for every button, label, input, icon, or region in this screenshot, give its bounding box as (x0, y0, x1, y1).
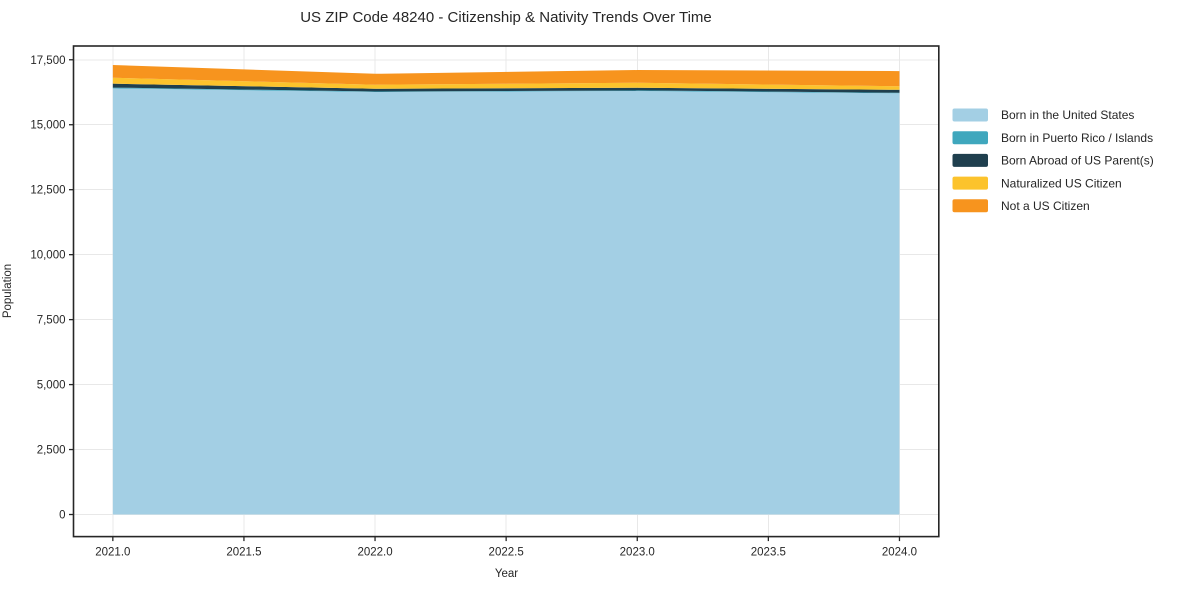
x-tick-label-2021.5: 2021.5 (226, 547, 261, 559)
area-born-in-puerto-rico-islands (112, 87, 900, 94)
x-tick-label-2022.0: 2022.0 (357, 547, 392, 559)
legend-label-not-a-us-citizen: Not a US Citizen (1001, 199, 1090, 213)
y-tick-label-10,000: 10,000 (30, 250, 65, 262)
legend-swatch-naturalized-us-citizen (952, 176, 988, 190)
legend-item-not-a-us-citizen: Not a US Citizen (952, 199, 1090, 213)
legend-item-naturalized-us-citizen: Naturalized US Citizen (952, 176, 1122, 190)
area-naturalized-us-citizen (112, 77, 900, 90)
x-tick-label-2023.5: 2023.5 (751, 547, 786, 559)
legend-swatch-born-abroad-of-us-parent-s (952, 153, 988, 167)
x-axis-label: Year (495, 568, 518, 580)
y-tick-label-15,000: 15,000 (30, 120, 65, 132)
y-tick-label-0: 0 (59, 510, 65, 522)
legend-item-born-in-puerto-rico-islands: Born in Puerto Rico / Islands (952, 131, 1153, 145)
y-tick-label-17,500: 17,500 (30, 55, 65, 67)
legend-label-born-in-puerto-rico-islands: Born in Puerto Rico / Islands (1001, 131, 1153, 145)
area-born-in-the-united-states (112, 88, 900, 515)
x-tick-label-2024.0: 2024.0 (882, 547, 917, 559)
legend-label-born-in-the-united-states: Born in the United States (1001, 108, 1134, 122)
y-tick-label-5,000: 5,000 (37, 380, 66, 392)
legend: Born in the United States Born in Puerto … (952, 108, 1154, 213)
legend-item-born-in-the-united-states: Born in the United States (952, 108, 1134, 122)
y-axis-label: Population (2, 264, 14, 318)
area-layer (112, 64, 900, 515)
y-tick-label-2,500: 2,500 (37, 445, 66, 457)
x-tick-label-2023.0: 2023.0 (620, 547, 655, 559)
legend-item-born-abroad-of-us-parent-s: Born Abroad of US Parent(s) (952, 153, 1154, 168)
y-tick-label-7,500: 7,500 (37, 315, 66, 327)
legend-swatch-born-in-puerto-rico-islands (952, 131, 988, 145)
x-tick-label-2021.0: 2021.0 (95, 547, 130, 559)
legend-swatch-not-a-us-citizen (952, 199, 988, 213)
x-tick-label-2022.5: 2022.5 (489, 547, 524, 559)
area-born-abroad-of-us-parent-s (112, 83, 900, 93)
legend-label-naturalized-us-citizen: Naturalized US Citizen (1001, 176, 1122, 190)
tick-layer: 2021.0 2021.5 2022.0 2022.5 2023.0 2023.5 2024… (30, 55, 917, 559)
legend-label-born-abroad-of-us-parent-s: Born Abroad of US Parent(s) (1001, 154, 1154, 168)
legend-swatch-born-in-the-united-states (952, 108, 988, 122)
y-tick-label-12,500: 12,500 (30, 185, 65, 197)
chart-title: US ZIP Code 48240 - Citizenship & Nativi… (300, 9, 712, 26)
area-not-a-us-citizen (112, 64, 900, 87)
